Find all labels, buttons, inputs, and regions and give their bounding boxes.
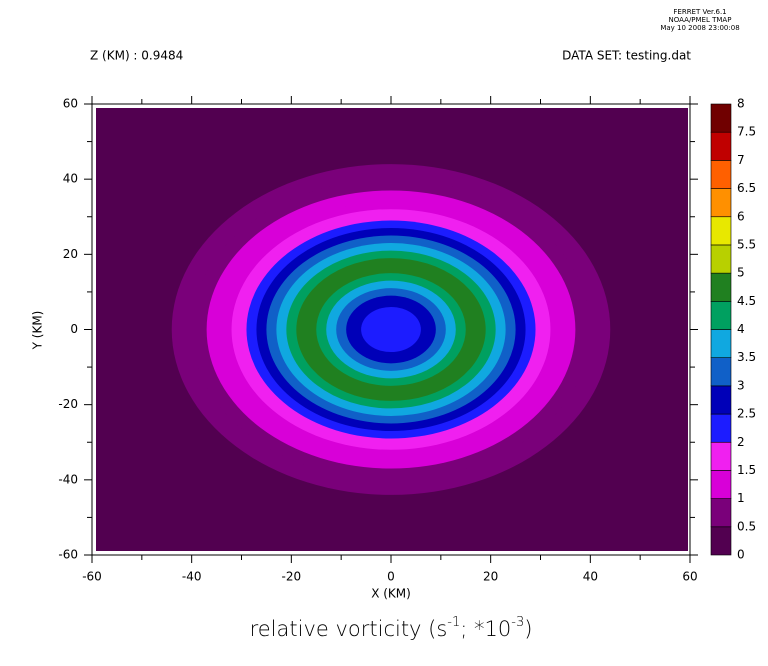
x-tick-label: -60 [82,570,102,584]
y-tick-label: 20 [63,247,78,261]
colorbar-label: 5 [737,266,745,280]
y-tick-label: -20 [58,397,78,411]
y-tick-label: 40 [63,172,78,186]
colorbar-label: 0 [737,548,745,562]
colorbar-box [710,160,732,189]
colorbar-box [710,188,732,218]
colorbar-box [710,357,732,387]
colorbar-label: 5.5 [737,237,756,251]
colorbar-label: 7.5 [737,125,756,139]
title-part: ; *10 [460,617,511,641]
colorbar-label: 3 [737,378,745,392]
x-tick-label: -20 [282,570,302,584]
colorbar-box [710,131,732,161]
colorbar-box [710,470,732,499]
colorbar-box [710,244,732,274]
contour-field [96,108,688,551]
y-tick-label: -60 [58,548,78,562]
subtitle-left: Z (KM) : 0.9484 [90,49,183,63]
colorbar-box [710,526,732,556]
x-tick-label: 20 [483,570,498,584]
y-tick-label: 60 [63,97,78,111]
x-tick-label: -40 [182,570,202,584]
colorbar-label: 7 [737,153,745,167]
x-tick-label: 0 [387,570,395,584]
colorbar-label: 1.5 [737,463,756,477]
colorbar-box [710,103,732,133]
subtitle-right: DATA SET: testing.dat [562,49,691,63]
header-line: NOAA/PMEL TMAP [669,16,732,24]
colorbar-box [710,385,732,415]
x-tick-label: 40 [583,570,598,584]
x-axis-label: X (KM) [371,587,411,601]
contour-band [361,306,421,353]
colorbar-box [710,301,732,330]
y-axis-label: Y (KM) [31,311,45,351]
colorbar-label: 8 [737,97,745,111]
header-line: FERRET Ver.6.1 [673,8,726,16]
header-line: May 10 2008 23:00:08 [660,24,739,32]
y-tick-label: -40 [58,472,78,486]
colorbar-box [710,329,732,358]
colorbar-label: 4 [737,322,745,336]
colorbar-box [710,441,732,471]
colorbar-label: 1 [737,491,745,505]
colorbar-label: 6.5 [737,181,756,195]
colorbar-label: 3.5 [737,350,756,364]
colorbar-label: 4.5 [737,294,756,308]
chart-title: relative vorticity (s-1; *10-3) [250,615,533,641]
colorbar-box [710,413,732,443]
colorbar-label: 6 [737,209,745,223]
colorbar-box [710,498,732,528]
title-part: ) [524,617,532,641]
colorbar-box [710,272,732,302]
colorbar-label: 2.5 [737,407,756,421]
colorbar-label: 0.5 [737,519,756,533]
title-part: -1 [447,615,460,630]
title-part: relative vorticity (s [250,617,448,641]
title-part: -3 [511,615,524,630]
colorbar-box [710,216,732,246]
x-tick-label: 60 [682,570,697,584]
y-tick-label: 0 [70,322,78,336]
colorbar-label: 2 [737,435,745,449]
